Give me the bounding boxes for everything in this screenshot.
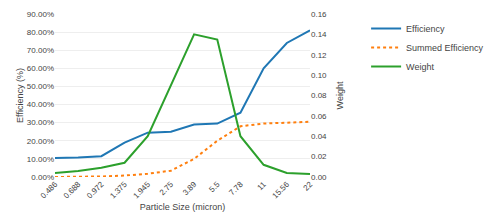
svg-text:0.14: 0.14 bbox=[311, 30, 327, 39]
svg-text:80.00%: 80.00% bbox=[27, 28, 54, 37]
svg-text:Summed Efficiency: Summed Efficiency bbox=[406, 43, 483, 53]
svg-text:7.78: 7.78 bbox=[227, 179, 245, 197]
svg-text:90.00%: 90.00% bbox=[27, 10, 54, 19]
svg-text:60.00%: 60.00% bbox=[27, 64, 54, 73]
svg-text:0.10: 0.10 bbox=[311, 71, 327, 80]
svg-text:30.00%: 30.00% bbox=[27, 118, 54, 127]
svg-text:0.00: 0.00 bbox=[311, 173, 327, 182]
svg-text:Weight: Weight bbox=[406, 62, 434, 72]
svg-text:10.00%: 10.00% bbox=[27, 155, 54, 164]
svg-text:0.00%: 0.00% bbox=[31, 173, 54, 182]
svg-text:0.08: 0.08 bbox=[311, 91, 327, 100]
svg-text:1.945: 1.945 bbox=[131, 179, 152, 200]
svg-text:70.00%: 70.00% bbox=[27, 46, 54, 55]
svg-text:0.688: 0.688 bbox=[62, 179, 83, 200]
svg-text:0.486: 0.486 bbox=[39, 179, 60, 200]
svg-text:1.375: 1.375 bbox=[108, 179, 129, 200]
svg-text:Efficiency: Efficiency bbox=[406, 24, 445, 34]
svg-text:5.5: 5.5 bbox=[207, 179, 222, 194]
svg-text:50.00%: 50.00% bbox=[27, 82, 54, 91]
svg-text:0.06: 0.06 bbox=[311, 112, 327, 121]
svg-text:Efficiency (%): Efficiency (%) bbox=[15, 68, 25, 123]
svg-text:15.56: 15.56 bbox=[271, 179, 292, 200]
svg-text:3.89: 3.89 bbox=[181, 179, 199, 197]
svg-text:Weight: Weight bbox=[335, 81, 345, 109]
svg-text:0.02: 0.02 bbox=[311, 152, 327, 161]
svg-text:0.972: 0.972 bbox=[85, 179, 106, 200]
svg-text:11: 11 bbox=[256, 179, 269, 192]
svg-text:22: 22 bbox=[302, 179, 315, 192]
svg-text:2.75: 2.75 bbox=[158, 179, 176, 197]
svg-text:0.12: 0.12 bbox=[311, 51, 327, 60]
svg-text:0.04: 0.04 bbox=[311, 132, 327, 141]
svg-text:20.00%: 20.00% bbox=[27, 137, 54, 146]
svg-text:Particle Size (micron): Particle Size (micron) bbox=[140, 202, 226, 212]
svg-text:40.00%: 40.00% bbox=[27, 100, 54, 109]
svg-text:0.16: 0.16 bbox=[311, 10, 327, 19]
